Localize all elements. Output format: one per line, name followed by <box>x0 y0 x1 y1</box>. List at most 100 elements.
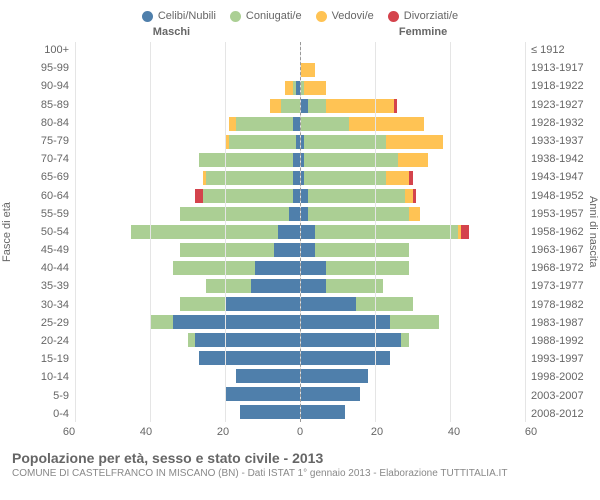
bar-segment <box>326 99 394 113</box>
y-axis-left: 100+95-9990-9485-8980-8475-7970-7465-696… <box>14 42 75 422</box>
age-label: 60-64 <box>14 190 69 202</box>
bar-segment <box>405 189 413 203</box>
bar-segment <box>386 171 409 185</box>
header-female: Femmine <box>399 26 447 38</box>
bar-segment <box>285 81 293 95</box>
footer: Popolazione per età, sesso e stato civil… <box>12 450 588 479</box>
bar-segment <box>225 297 300 311</box>
header-male: Maschi <box>153 26 190 38</box>
female-bar <box>300 225 525 239</box>
bar-segment <box>300 279 326 293</box>
birth-label: 2003-2007 <box>531 390 586 402</box>
bar-segment <box>293 189 301 203</box>
male-bar <box>75 261 300 275</box>
male-bar <box>75 153 300 167</box>
chart-title: Popolazione per età, sesso e stato civil… <box>12 450 588 466</box>
bar-segment <box>173 261 256 275</box>
bar-segment <box>180 243 274 257</box>
age-label: 25-29 <box>14 317 69 329</box>
bar-segment <box>398 153 428 167</box>
bar-segment <box>206 279 251 293</box>
bar-segment <box>304 135 387 149</box>
plot-area <box>75 42 525 422</box>
female-bar <box>300 333 525 347</box>
bar-segment <box>251 279 300 293</box>
male-bar <box>75 297 300 311</box>
bar-segment <box>461 225 469 239</box>
bar-segment <box>195 189 203 203</box>
bar-segment <box>300 117 349 131</box>
x-tick: 20 <box>217 426 229 438</box>
birth-label: 1973-1977 <box>531 280 586 292</box>
bar-segment <box>278 225 301 239</box>
bar-segment <box>236 369 300 383</box>
female-bar <box>300 207 525 221</box>
male-bar <box>75 171 300 185</box>
bar-segment <box>413 189 417 203</box>
age-label: 0-4 <box>14 408 69 420</box>
bar-segment <box>300 63 315 77</box>
bar-segment <box>304 81 327 95</box>
y-axis-right: ≤ 19121913-19171918-19221923-19271928-19… <box>525 42 586 422</box>
column-headers: Maschi Femmine <box>70 26 530 40</box>
age-label: 80-84 <box>14 117 69 129</box>
age-label: 35-39 <box>14 280 69 292</box>
male-bar <box>75 243 300 257</box>
bar-segment <box>315 225 458 239</box>
bar-segment <box>173 315 301 329</box>
male-bar <box>75 63 300 77</box>
female-bar <box>300 189 525 203</box>
bar-segment <box>300 243 315 257</box>
bar-segment <box>315 243 409 257</box>
birth-label: 1953-1957 <box>531 208 586 220</box>
legend-swatch <box>316 11 327 22</box>
male-bar <box>75 387 300 401</box>
bar-segment <box>300 99 308 113</box>
chart-subtitle: COMUNE DI CASTELFRANCO IN MISCANO (BN) -… <box>12 468 588 479</box>
bar-segment <box>180 207 289 221</box>
x-tick: 20 <box>371 426 383 438</box>
bar-segment <box>300 297 356 311</box>
bar-segment <box>409 171 413 185</box>
bar-segment <box>300 225 315 239</box>
legend-item: Divorziati/e <box>388 10 458 22</box>
age-label: 55-59 <box>14 208 69 220</box>
birth-label: 1993-1997 <box>531 353 586 365</box>
birth-label: 1983-1987 <box>531 317 586 329</box>
age-label: 95-99 <box>14 62 69 74</box>
female-bar <box>300 45 525 59</box>
female-bar <box>300 135 525 149</box>
bar-segment <box>300 333 401 347</box>
male-bar <box>75 315 300 329</box>
bar-segment <box>225 387 300 401</box>
bar-segment <box>386 135 442 149</box>
age-label: 40-44 <box>14 262 69 274</box>
female-bar <box>300 117 525 131</box>
birth-label: 1928-1932 <box>531 117 586 129</box>
bar-segment <box>308 207 409 221</box>
bar-segment <box>300 369 368 383</box>
age-label: 90-94 <box>14 80 69 92</box>
birth-label: 1958-1962 <box>531 226 586 238</box>
male-bar <box>75 279 300 293</box>
bar-segment <box>199 153 293 167</box>
legend-label: Vedovi/e <box>332 10 374 22</box>
birth-label: 2008-2012 <box>531 408 586 420</box>
legend-label: Coniugati/e <box>246 10 302 22</box>
age-label: 100+ <box>14 44 69 56</box>
bar-segment <box>300 261 326 275</box>
male-bar <box>75 45 300 59</box>
age-label: 10-14 <box>14 371 69 383</box>
age-label: 65-69 <box>14 171 69 183</box>
legend-swatch <box>230 11 241 22</box>
x-axis: 6040200204060 <box>69 426 531 440</box>
y-axis-label-right: Anni di nascita <box>586 42 600 422</box>
legend-item: Coniugati/e <box>230 10 302 22</box>
male-bar <box>75 135 300 149</box>
x-tick: 40 <box>448 426 460 438</box>
bar-segment <box>255 261 300 275</box>
bar-segment <box>236 117 292 131</box>
bar-segment <box>293 171 301 185</box>
bar-segment <box>274 243 300 257</box>
bar-segment <box>394 99 398 113</box>
